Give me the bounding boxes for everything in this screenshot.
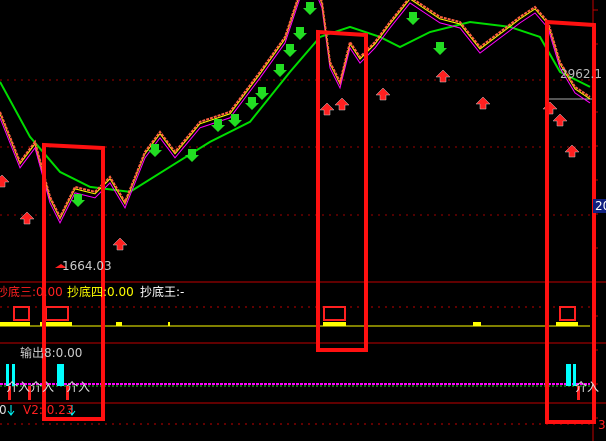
annotation-box: [42, 142, 105, 421]
indicator-label-chaodi4: 抄底四:0.00: [67, 285, 134, 299]
buy-arrow-icon: [112, 237, 128, 251]
sell-arrow-icon: [273, 64, 287, 77]
signal-text: 介入: [6, 380, 31, 394]
price-line: [0, 0, 591, 220]
indicator-signal: [559, 306, 576, 321]
sell-arrow-icon: [406, 12, 420, 25]
indicator-bar: [323, 322, 346, 326]
down-arrow-icon: [68, 405, 76, 416]
low-marker-icon: [55, 264, 67, 268]
sell-arrow-icon: [433, 42, 447, 55]
buy-arrow-icon: [375, 87, 391, 101]
sell-arrow-icon: [303, 2, 317, 15]
sell-arrow-icon: [71, 194, 85, 207]
signal-text: 介入: [66, 380, 91, 394]
indicator2-bar: [12, 364, 15, 386]
signal-text: 介入: [30, 380, 55, 394]
sell-arrow-icon: [211, 119, 225, 132]
buy-arrow-icon: [552, 113, 568, 127]
output8-label: 输出8:0.00: [20, 346, 83, 360]
indicator-bar: [116, 322, 122, 326]
sell-arrow-icon: [255, 87, 269, 100]
indicator-signal: [45, 306, 69, 321]
indicator-signal: [323, 306, 346, 321]
indicator-bar: [556, 322, 578, 326]
buy-arrow-icon: [0, 174, 10, 188]
buy-arrow-icon: [435, 69, 451, 83]
indicator2-bar: [566, 364, 571, 386]
sell-arrow-icon: [185, 149, 199, 162]
sell-arrow-icon: [245, 97, 259, 110]
sell-arrow-icon: [228, 114, 242, 127]
indicator-label-chaodiwang: 抄底王:-: [140, 285, 185, 299]
indicator3-left-value: 0: [0, 403, 7, 417]
buy-arrow-icon: [334, 97, 350, 111]
indicator-bar: [0, 322, 30, 326]
indicator2-neg-bar: [577, 386, 580, 400]
down-arrow-icon: [7, 405, 15, 416]
annotation-box: [545, 19, 596, 424]
indicator-bar: [168, 322, 170, 326]
indicator2-bar: [57, 364, 64, 386]
v2-label: V2: 0.23: [23, 403, 74, 417]
axis-badge: 20: [593, 199, 606, 213]
signal-text: 介入: [575, 380, 600, 394]
sell-arrow-icon: [148, 144, 162, 157]
indicator-label-chaodi3: 抄底三:0.00: [0, 285, 63, 299]
indicator2-neg-bar: [28, 386, 31, 400]
indicator2-neg-bar: [66, 386, 69, 400]
indicator2-bar: [6, 364, 9, 386]
buy-arrow-icon: [19, 211, 35, 225]
indicator-bar: [473, 322, 481, 326]
annotation-box: [316, 29, 368, 352]
right-axis-bottom: 3: [598, 418, 606, 432]
ma-long-line: [0, 20, 591, 193]
buy-arrow-icon: [475, 96, 491, 110]
buy-arrow-icon: [319, 102, 335, 116]
indicator-signal: [13, 306, 30, 321]
indicator2-neg-bar: [8, 386, 11, 400]
buy-arrow-icon: [564, 144, 580, 158]
level-price-label: 2962.1: [560, 67, 602, 81]
sell-arrow-icon: [283, 44, 297, 57]
sell-arrow-icon: [293, 27, 307, 40]
low-price-label: 1664.03: [62, 259, 112, 273]
indicator2-bar: [573, 364, 576, 386]
indicator-bar: [40, 322, 72, 326]
